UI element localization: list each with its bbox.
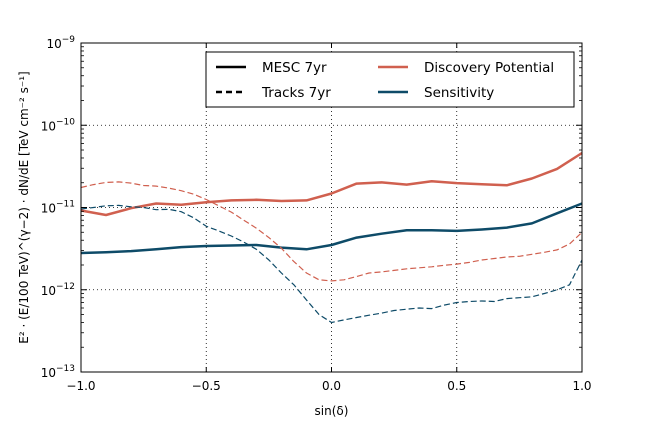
tracks-discovery-line (80, 181, 583, 282)
x-tick-label: 1.0 (572, 379, 591, 393)
x-tick-label: −1.0 (66, 379, 95, 393)
y-axis-label: E² · (E/100 TeV)^(γ−2) · dN/dE [TeV cm⁻²… (17, 71, 31, 343)
x-tick-label: 0.0 (322, 379, 341, 393)
y-tick-label: 10−9 (46, 35, 75, 51)
series-layer (80, 151, 583, 324)
legend-label: Discovery Potential (424, 60, 554, 76)
y-tick-label: 10−12 (41, 282, 75, 298)
legend-label: Sensitivity (424, 85, 494, 101)
mesc-sensitivity-line (80, 202, 583, 255)
y-tick-label: 10−11 (41, 200, 75, 216)
tracks-sensitivity-line (80, 204, 583, 324)
grid (81, 43, 582, 372)
legend-label: MESC 7yr (262, 60, 327, 76)
y-tick-label: 10−13 (41, 364, 75, 380)
legend-label: Tracks 7yr (261, 85, 331, 101)
y-tick-label: 10−10 (41, 117, 76, 133)
tick-labels: −1.0 −0.5 0.0 0.5 1.0 10−13 10−12 10−11 10−10 10−… (41, 35, 592, 393)
legend-box (205, 51, 575, 108)
mesc-discovery-line (80, 151, 583, 217)
axis-ticks (80, 42, 583, 373)
x-axis-label: sin(δ) (315, 404, 349, 418)
legend: MESC 7yr Tracks 7yr Discovery Potential Sen… (205, 51, 575, 108)
x-tick-label: −0.5 (192, 379, 221, 393)
x-tick-label: 0.5 (447, 379, 466, 393)
